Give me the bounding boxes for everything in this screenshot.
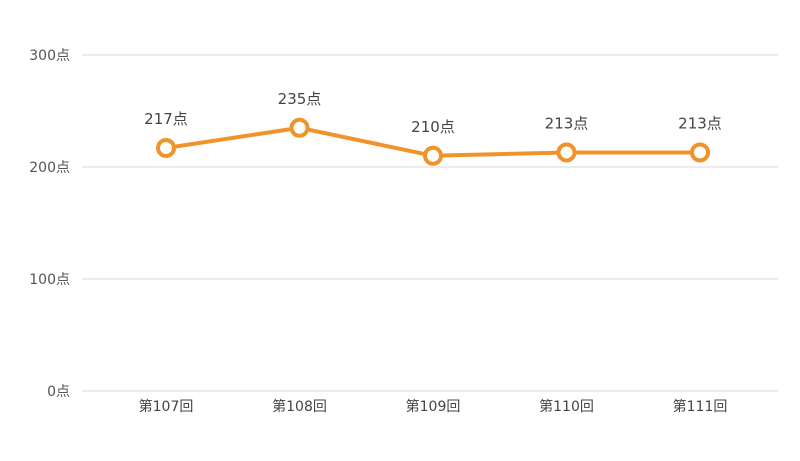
x-tick-label: 第111回: [673, 398, 728, 415]
data-point: [423, 145, 443, 166]
x-tick-label: 第110回: [539, 398, 594, 415]
y-tick-label: 300点: [29, 48, 70, 64]
y-tick-label: 0点: [47, 384, 70, 400]
x-tick-label: 第109回: [406, 398, 461, 415]
data-label: 210点: [411, 118, 455, 136]
y-tick-label: 100点: [29, 272, 70, 288]
x-tick-label: 第108回: [272, 398, 327, 415]
data-point: [690, 142, 710, 163]
data-label: 213点: [545, 114, 589, 132]
data-point: [556, 142, 577, 163]
data-point: [289, 117, 310, 138]
y-axis-ticks: 0点 100点 200点 300点: [29, 48, 70, 400]
data-label-layer: 217点 235点 210点 213点 213点: [144, 90, 722, 136]
data-label: 235点: [278, 90, 322, 108]
data-label: 217点: [144, 110, 188, 128]
x-axis-ticks: 第107回 第108回 第109回 第110回 第111回: [139, 398, 728, 415]
grid-layer: [82, 54, 778, 392]
data-point: [156, 137, 176, 158]
data-label: 213点: [678, 114, 722, 132]
series-layer: [156, 117, 710, 166]
x-tick-label: 第107回: [139, 398, 194, 415]
y-tick-label: 200点: [29, 160, 70, 176]
